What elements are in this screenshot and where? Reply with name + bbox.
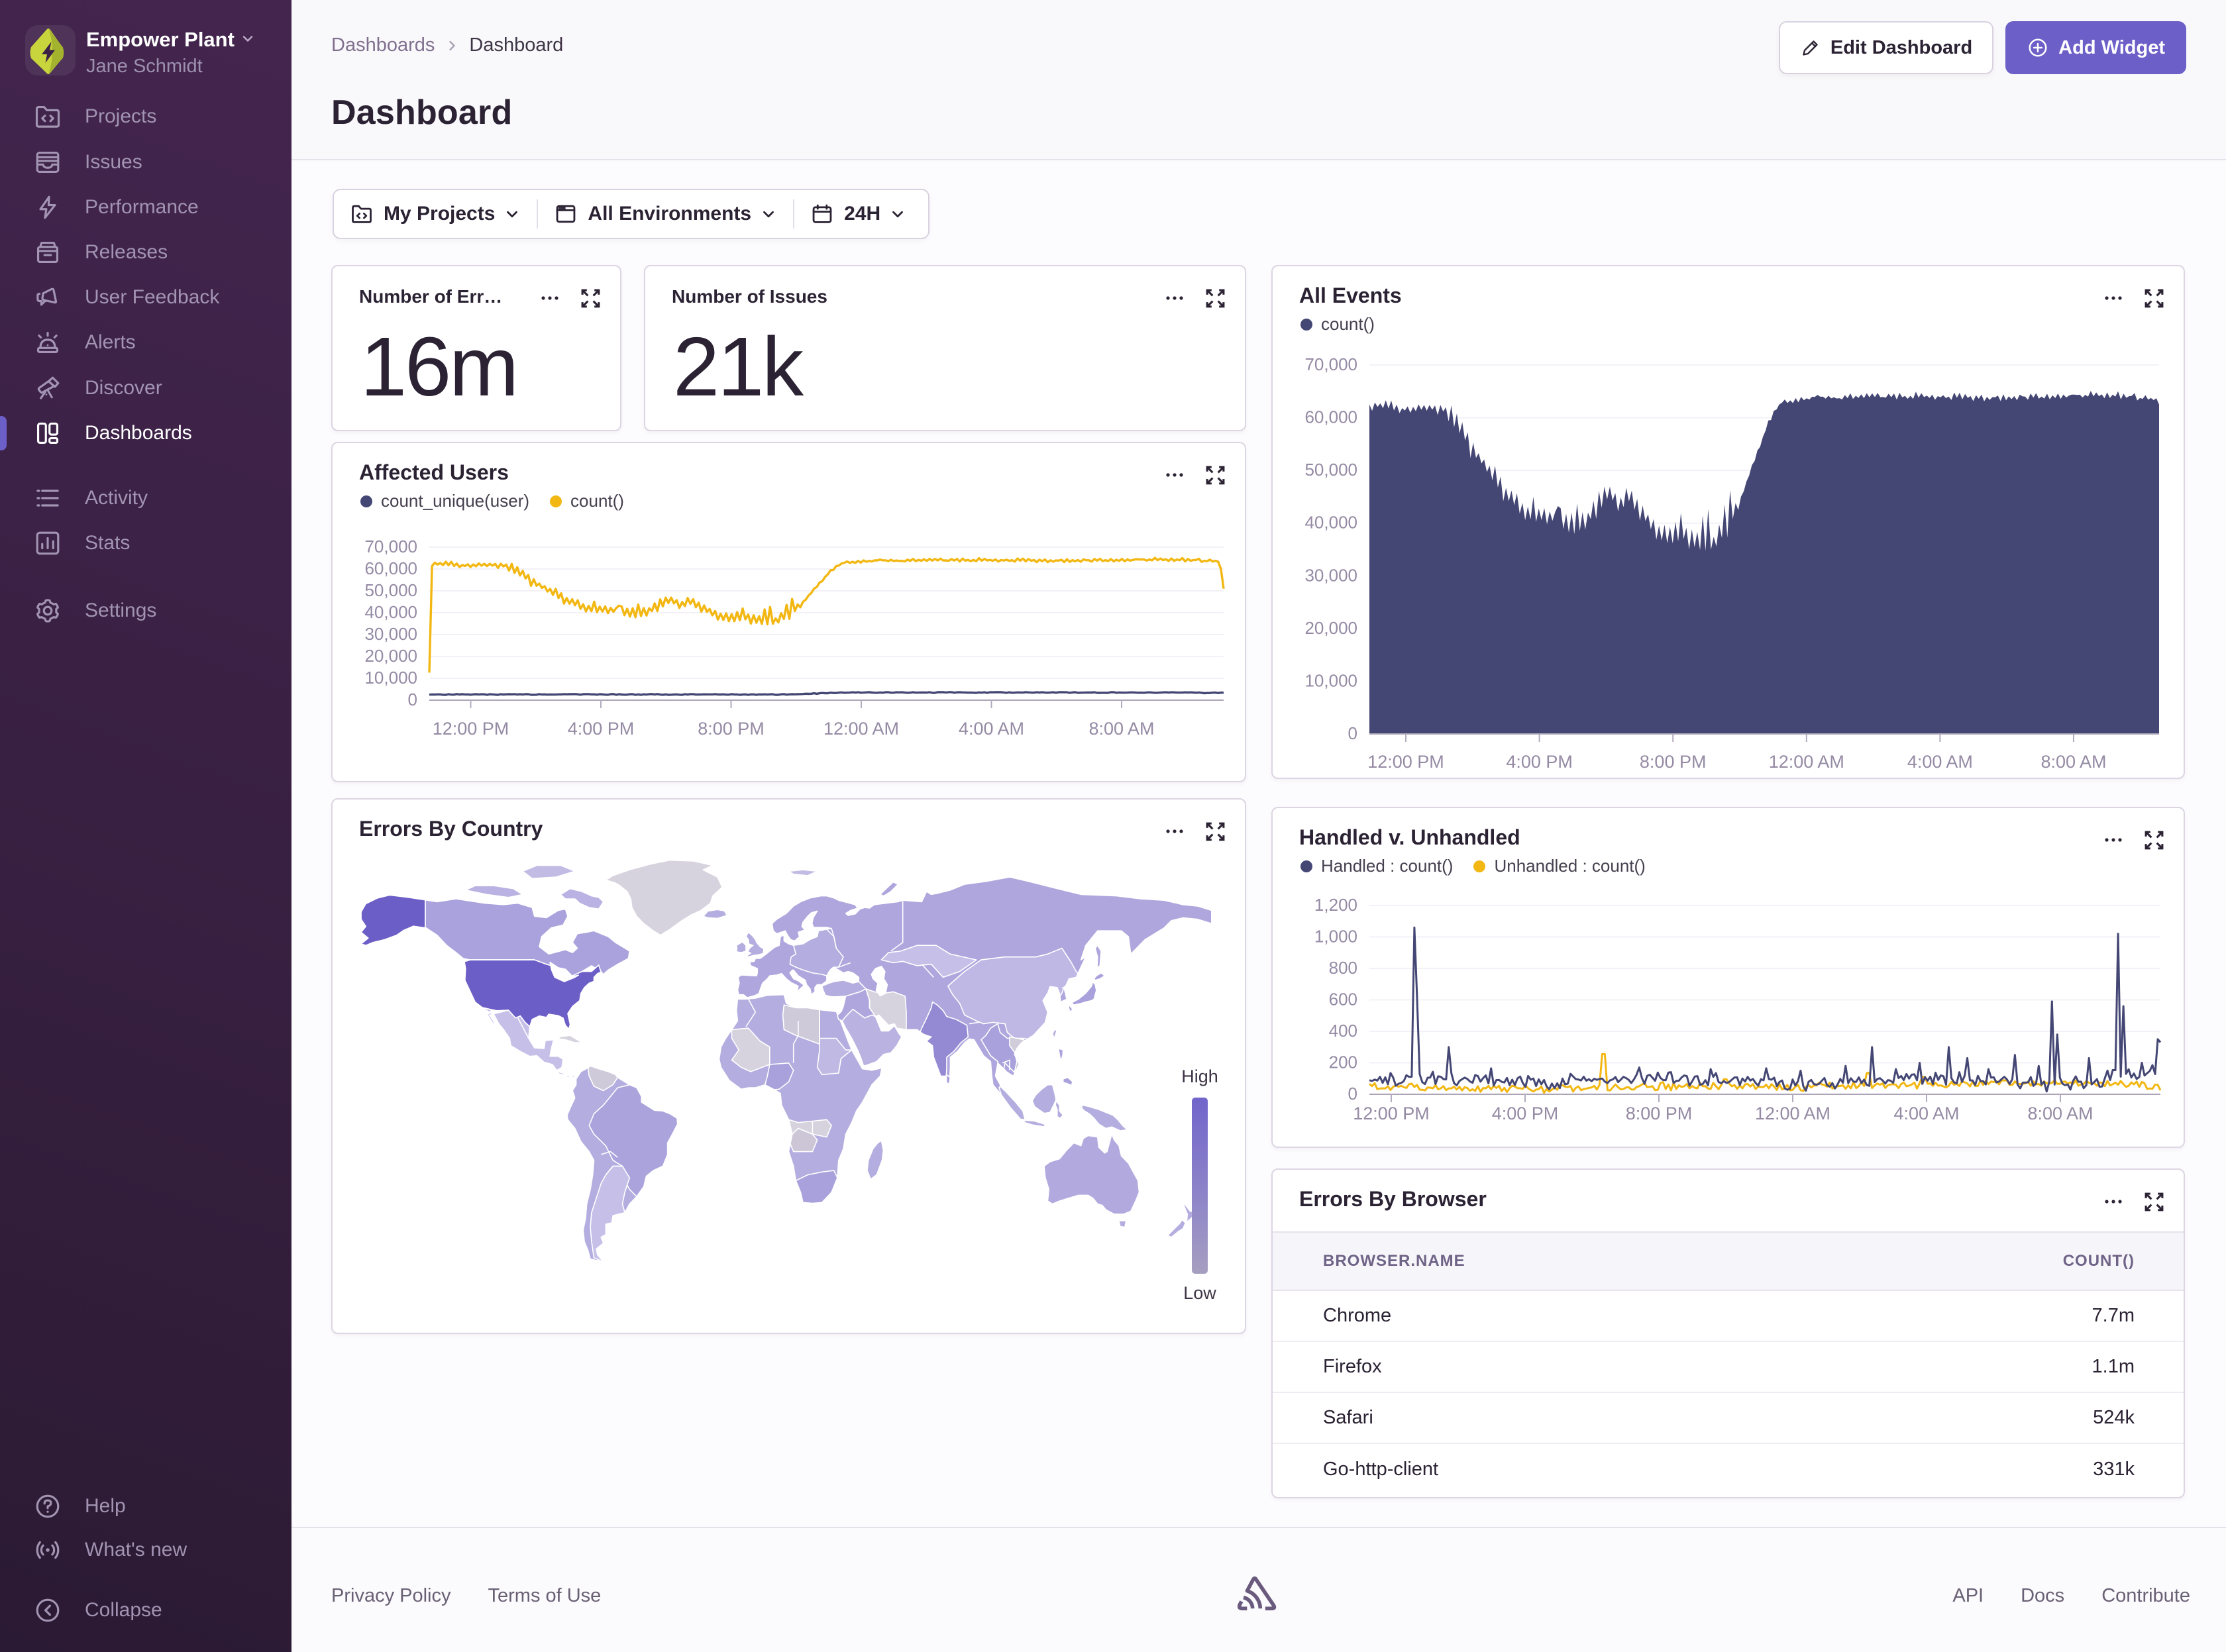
- svg-text:8:00 PM: 8:00 PM: [698, 719, 765, 739]
- svg-text:12:00 PM: 12:00 PM: [433, 719, 509, 739]
- svg-text:20,000: 20,000: [364, 646, 417, 666]
- svg-text:30,000: 30,000: [1304, 565, 1357, 585]
- svg-text:50,000: 50,000: [1304, 460, 1357, 480]
- svg-text:4:00 AM: 4:00 AM: [1907, 752, 1973, 772]
- svg-text:1,000: 1,000: [1314, 927, 1357, 947]
- svg-text:60,000: 60,000: [364, 558, 417, 578]
- svg-text:1,200: 1,200: [1314, 895, 1357, 915]
- svg-text:12:00 AM: 12:00 AM: [823, 719, 899, 739]
- svg-text:4:00 AM: 4:00 AM: [959, 719, 1024, 739]
- svg-text:40,000: 40,000: [364, 602, 417, 622]
- svg-text:4:00 PM: 4:00 PM: [568, 719, 635, 739]
- svg-text:0: 0: [1348, 1084, 1357, 1104]
- svg-text:20,000: 20,000: [1304, 618, 1357, 638]
- svg-text:600: 600: [1329, 990, 1357, 1009]
- svg-text:10,000: 10,000: [364, 668, 417, 688]
- svg-text:200: 200: [1329, 1053, 1357, 1072]
- svg-text:8:00 AM: 8:00 AM: [2027, 1104, 2093, 1123]
- svg-text:12:00 AM: 12:00 AM: [1769, 752, 1844, 772]
- svg-text:4:00 PM: 4:00 PM: [1492, 1104, 1559, 1123]
- svg-text:0: 0: [408, 690, 417, 709]
- svg-text:40,000: 40,000: [1304, 513, 1357, 533]
- svg-text:8:00 PM: 8:00 PM: [1640, 752, 1707, 772]
- svg-text:70,000: 70,000: [1304, 354, 1357, 374]
- svg-text:12:00 AM: 12:00 AM: [1755, 1104, 1830, 1123]
- svg-text:50,000: 50,000: [364, 580, 417, 600]
- svg-text:4:00 AM: 4:00 AM: [1893, 1104, 1959, 1123]
- svg-text:8:00 PM: 8:00 PM: [1626, 1104, 1693, 1123]
- svg-text:12:00 PM: 12:00 PM: [1353, 1104, 1430, 1123]
- svg-text:0: 0: [1348, 723, 1357, 743]
- svg-text:800: 800: [1329, 958, 1357, 978]
- svg-text:10,000: 10,000: [1304, 670, 1357, 690]
- svg-text:400: 400: [1329, 1021, 1357, 1041]
- svg-text:4:00 PM: 4:00 PM: [1506, 752, 1573, 772]
- svg-text:70,000: 70,000: [364, 537, 417, 556]
- svg-text:60,000: 60,000: [1304, 407, 1357, 427]
- svg-text:12:00 PM: 12:00 PM: [1367, 752, 1444, 772]
- svg-text:8:00 AM: 8:00 AM: [2040, 752, 2106, 772]
- svg-text:8:00 AM: 8:00 AM: [1088, 719, 1154, 739]
- svg-text:30,000: 30,000: [364, 624, 417, 644]
